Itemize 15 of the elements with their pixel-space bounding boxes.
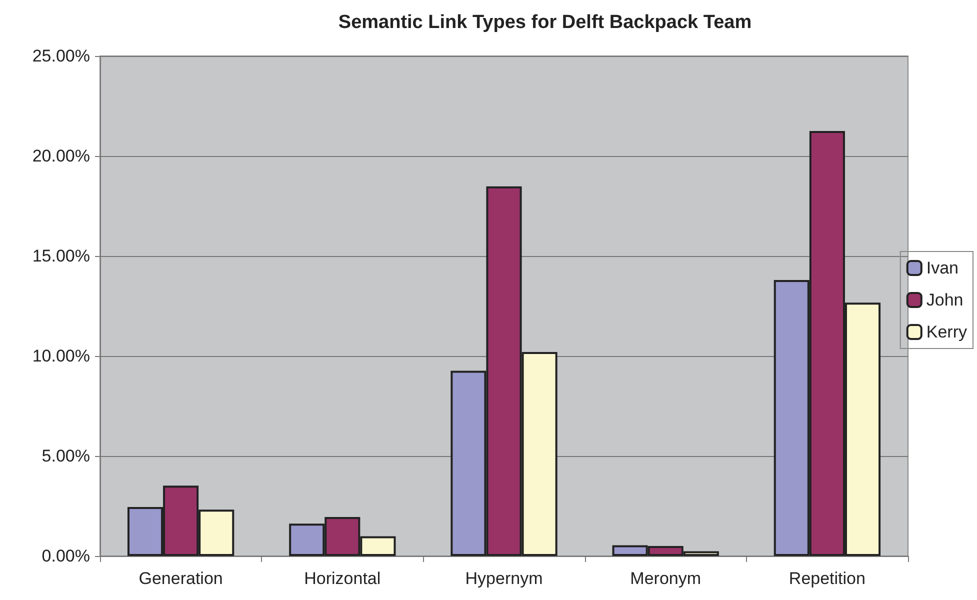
legend-label: John: [926, 290, 964, 310]
x-tick-label: Hypernym: [465, 569, 543, 588]
y-tick-label: 20.00%: [32, 146, 90, 166]
chart-title: Semantic Link Types for Delft Backpack Team: [338, 12, 752, 33]
y-tick-label: 5.00%: [42, 446, 90, 466]
x-tick-label: Meronym: [630, 569, 702, 588]
x-tick-label: Repetition: [788, 569, 866, 588]
y-tick-label: 25.00%: [32, 46, 90, 66]
legend-label: Ivan: [926, 258, 959, 278]
x-tick-label: Horizontal: [304, 569, 381, 588]
y-tick-label: 0.00%: [42, 546, 90, 566]
y-tick-label: 10.00%: [32, 346, 90, 366]
x-tick-label: Generation: [138, 569, 223, 588]
legend-label: Kerry: [926, 322, 968, 342]
y-tick-label: 15.00%: [32, 246, 90, 266]
